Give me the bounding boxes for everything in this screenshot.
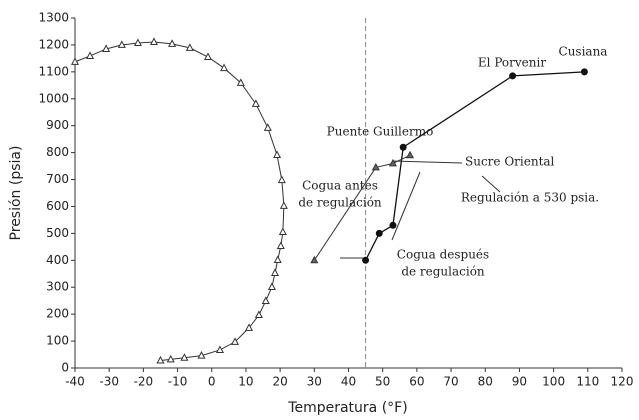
marker bbox=[278, 227, 287, 236]
marker bbox=[117, 40, 126, 48]
x-tick-label: -40 bbox=[65, 375, 85, 389]
x-tick-label: 10 bbox=[238, 375, 253, 389]
y-tick-label: 1100 bbox=[38, 64, 69, 78]
marker bbox=[185, 43, 194, 51]
marker bbox=[70, 57, 80, 65]
x-tick-label: 120 bbox=[611, 375, 634, 389]
marker bbox=[389, 221, 397, 229]
marker bbox=[371, 162, 380, 171]
y-tick-label: 400 bbox=[46, 253, 69, 267]
x-tick-label: 70 bbox=[443, 375, 458, 389]
marker bbox=[388, 158, 397, 167]
pointer bbox=[391, 160, 463, 164]
x-tick-label: 100 bbox=[542, 375, 565, 389]
x-tick-label: 80 bbox=[478, 375, 493, 389]
marker bbox=[270, 268, 280, 276]
y-tick-label: 100 bbox=[46, 334, 69, 348]
marker bbox=[244, 323, 254, 331]
marker bbox=[156, 355, 165, 364]
marker bbox=[261, 296, 270, 304]
marker bbox=[362, 256, 370, 264]
marker bbox=[215, 345, 224, 353]
marker bbox=[203, 52, 213, 61]
marker bbox=[197, 351, 206, 359]
annotation: Sucre Oriental bbox=[465, 155, 555, 169]
marker bbox=[267, 282, 276, 290]
marker bbox=[230, 337, 240, 345]
marker bbox=[580, 68, 588, 76]
marker bbox=[276, 241, 285, 250]
marker bbox=[310, 255, 319, 264]
marker bbox=[277, 175, 286, 184]
marker bbox=[399, 143, 407, 151]
marker bbox=[406, 150, 415, 159]
x-tick-label: 0 bbox=[208, 375, 216, 389]
x-tick-label: 110 bbox=[576, 375, 599, 389]
x-tick-label: -20 bbox=[134, 375, 154, 389]
y-tick-label: 300 bbox=[46, 280, 69, 294]
y-tick-label: 1000 bbox=[38, 91, 69, 105]
x-tick-label: 20 bbox=[272, 375, 287, 389]
annotation: El Porvenir bbox=[478, 56, 546, 70]
y-tick-label: 1300 bbox=[38, 11, 69, 25]
marker bbox=[149, 37, 159, 45]
series-line bbox=[74, 41, 285, 361]
x-tick-label: 30 bbox=[307, 375, 322, 389]
annotation: Regulación a 530 psia. bbox=[461, 191, 599, 205]
x-tick-label: -10 bbox=[168, 375, 188, 389]
x-tick-label: 60 bbox=[409, 375, 424, 389]
x-tick-label: 90 bbox=[512, 375, 527, 389]
annotation: de regulación bbox=[401, 265, 485, 279]
marker bbox=[236, 78, 245, 86]
y-axis-label: Presión (psia) bbox=[8, 146, 24, 241]
marker bbox=[86, 51, 95, 59]
x-tick-label: 40 bbox=[341, 375, 356, 389]
marker bbox=[279, 201, 288, 209]
marker bbox=[273, 255, 282, 264]
marker bbox=[254, 310, 263, 318]
annotation: de regulación bbox=[298, 196, 382, 210]
marker bbox=[180, 353, 189, 361]
y-tick-label: 600 bbox=[46, 199, 69, 213]
marker bbox=[166, 354, 175, 363]
pointer bbox=[481, 175, 501, 193]
marker bbox=[220, 63, 229, 72]
y-tick-label: 500 bbox=[46, 226, 69, 240]
annotation: Cogua después bbox=[397, 248, 489, 262]
x-axis-label: Temperatura (°F) bbox=[287, 400, 407, 416]
y-tick-label: 0 bbox=[61, 361, 69, 375]
marker bbox=[263, 123, 272, 131]
annotation: Cogua antes bbox=[302, 179, 378, 193]
y-tick-label: 200 bbox=[46, 307, 69, 321]
pointer bbox=[391, 171, 421, 241]
y-tick-label: 700 bbox=[46, 172, 69, 186]
marker bbox=[168, 39, 177, 47]
annotation: Puente Guillermo bbox=[327, 125, 434, 139]
marker bbox=[251, 99, 260, 107]
x-tick-label: -30 bbox=[99, 375, 119, 389]
series-line bbox=[365, 71, 585, 261]
y-tick-label: 900 bbox=[46, 118, 69, 132]
x-tick-label: 50 bbox=[375, 375, 390, 389]
marker bbox=[273, 150, 282, 159]
marker bbox=[102, 44, 111, 52]
y-tick-label: 1200 bbox=[38, 37, 69, 51]
annotation: Cusiana bbox=[559, 45, 608, 59]
series-line bbox=[313, 154, 411, 261]
marker bbox=[133, 38, 142, 47]
marker bbox=[509, 72, 517, 80]
marker bbox=[375, 229, 383, 237]
y-tick-label: 800 bbox=[46, 145, 69, 159]
